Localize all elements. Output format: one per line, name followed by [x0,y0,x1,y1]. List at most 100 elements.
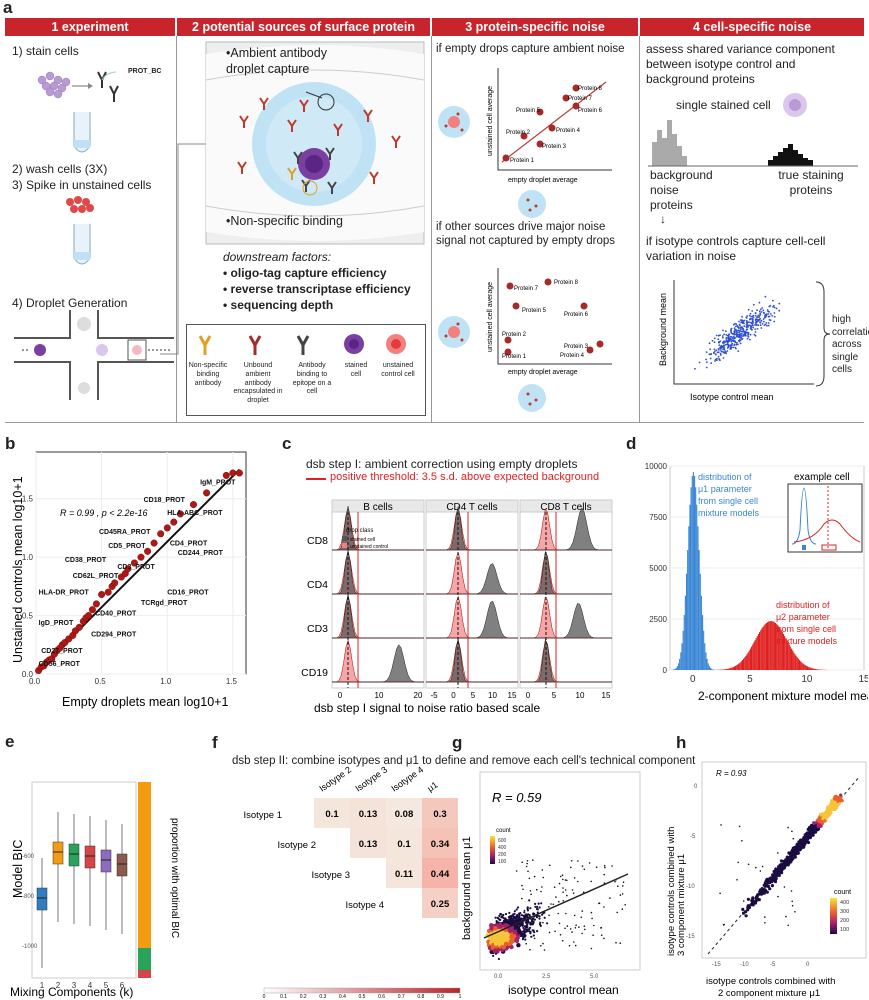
b-point [130,559,138,567]
b-point [92,600,100,608]
c-facet-panel [425,511,519,689]
iso-bg-point [725,352,728,355]
d-bar-mu2 [799,660,801,670]
protein-scatter-bottom: Protein 1 Protein 2 Protein 3 Protein 4 … [438,268,612,412]
g-outlier [619,894,622,896]
h-point [766,884,770,888]
iso-bg-point [764,295,767,298]
iso-bg-point [741,321,743,323]
e-xtick: 2 [56,981,61,990]
iso-bg-point [755,321,757,324]
d-bar-mu1 [684,595,686,670]
iso-bg-point [750,326,752,329]
g-ylabel: background mean μ1 [461,836,473,940]
b-ytick: 0.0 [22,670,34,679]
iso-bg-point [773,315,776,318]
svg-text:-5: -5 [690,834,696,840]
g-outlier [540,945,542,947]
iso-bg-point [773,312,776,314]
g-point [524,925,527,928]
d-bar-mu2 [760,630,762,670]
d-bar-mu2 [777,625,779,670]
f-cell [314,798,350,828]
g-point [524,934,527,937]
iso-bg-point [760,311,763,313]
g-point [489,926,494,931]
iso-bg-point [771,314,774,317]
g-outlier [574,927,577,929]
c-stained-density [426,600,518,639]
g-point [516,913,519,917]
iso-bg-point [749,318,751,320]
g-outlier [558,882,561,885]
top-protein-4: Protein 4 [556,128,581,134]
f-scale-tick: 0.3 [319,994,326,1000]
g-point [533,931,536,934]
g-point [526,909,529,912]
g-point [526,923,529,926]
d-bar-mu2 [797,658,799,670]
f-scale-tick: 0.6 [378,994,385,1000]
brace-label: high correlation across single cells [832,314,869,375]
e-box [52,841,64,865]
iso-bg-point [741,330,744,333]
g-point [529,926,532,929]
d-bar-mu1 [708,666,710,670]
iso-bg-point [727,340,730,343]
bottom-xlabel: empty droplet average [508,369,578,376]
header-sources: 2 potential sources of surface protein n… [177,18,430,52]
iso-bg-point [746,331,748,334]
iso-bg-point [737,350,740,352]
d-bar-mu2 [728,668,730,670]
b-point-label: CD4_PROT [170,540,208,547]
iso-bg-point [717,338,720,341]
d-bar-mu2 [753,642,755,670]
e-xtick: 1 [40,981,45,990]
g-point [535,916,539,919]
bottom-protein-3: Protein 3 [564,344,589,350]
b-ytick: 0.5 [22,612,34,621]
d-bar-mu1 [682,630,684,670]
iso-bg-point [713,341,716,344]
d-bar-mu1 [711,668,713,670]
f-cell-value: 0.25 [431,899,450,910]
h-outlier [736,879,738,881]
b-point [124,565,132,573]
h-point [808,833,812,837]
d-bar-mu1 [698,550,700,670]
legend-icons [198,334,406,355]
e-xtick: 4 [88,981,93,990]
e-xtick: 6 [120,981,125,990]
downstream-title: downstream factors: [223,250,332,264]
h-outlier [719,892,721,895]
g-outlier [581,865,584,867]
g-outlier [526,860,529,862]
d-mu2-line3: from single cell [776,624,836,634]
g-point [508,911,511,914]
b-ytick: 1.5 [22,495,34,504]
panel-g-letter: g [452,733,463,752]
panel-a-letter: a [3,0,13,17]
g-outlier [615,941,617,944]
h-point [834,794,838,798]
h-outlier [761,865,764,868]
g-legend-tick-2: 400 [498,845,507,851]
iso-bg-point [713,351,715,354]
d-bar-mu2 [763,625,765,670]
iso-bg-point [720,345,723,347]
d-bar-mu2 [745,655,747,670]
iso-bg-point [723,351,725,354]
top-ylabel: unstained cell average [487,86,494,156]
iso-bg-point [744,331,747,334]
h-outlier [785,915,787,918]
iso-bg-point [733,330,736,333]
g-point [515,908,518,911]
svg-text:-15: -15 [712,962,721,968]
g-point [503,941,509,947]
b-point [75,623,83,631]
bottom-protein-2: Protein 2 [502,332,527,338]
g-outlier [527,870,529,873]
d-bar-mu2 [767,622,769,670]
d-xtick: 10 [801,674,813,685]
divider-1 [176,36,177,422]
